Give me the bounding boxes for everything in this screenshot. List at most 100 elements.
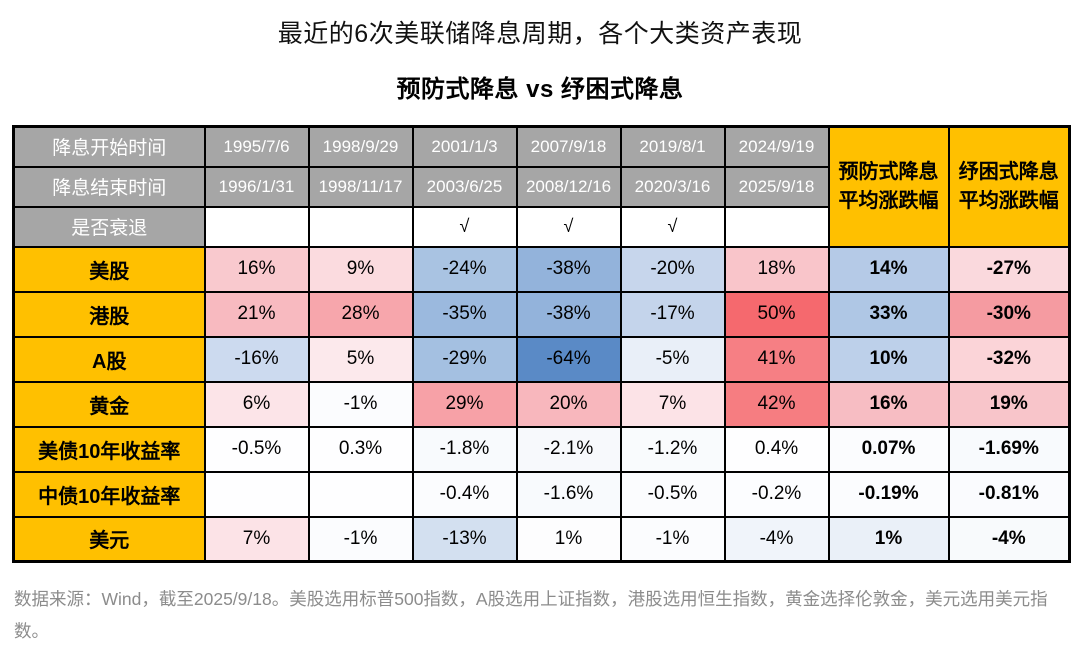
value-cell: 21% (203, 290, 310, 338)
value-cell: -1% (307, 380, 414, 428)
value-cell: -0.2% (723, 470, 830, 518)
avg-header-line: 纾困式降息 (958, 160, 1059, 183)
value-cell: 18% (723, 245, 830, 293)
end-date-cell: 2003/6/25 (411, 165, 518, 208)
recession-checkmark-cell: √ (619, 205, 726, 248)
header-row-start-dates: 降息开始时间 1995/7/6 1998/9/29 2001/1/3 2007/… (12, 125, 1071, 248)
value-cell: -4% (723, 515, 830, 563)
recession-checkmark-cell: √ (411, 205, 518, 248)
value-cell: -20% (619, 245, 726, 293)
start-date-cell: 2007/9/18 (515, 125, 622, 168)
recession-cell (203, 205, 310, 248)
value-cell: 1% (515, 515, 622, 563)
avg-value-cell: 19% (947, 380, 1071, 428)
value-cell (307, 470, 414, 518)
avg-value-cell: -0.19% (827, 470, 950, 518)
avg-value-cell: -27% (947, 245, 1071, 293)
value-cell: 7% (203, 515, 310, 563)
row-label: 黄金 (12, 380, 206, 428)
value-cell: -17% (619, 290, 726, 338)
table-row-us-10y-yield: 美债10年收益率 -0.5% 0.3% -1.8% -2.1% -1.2% 0.… (12, 425, 1071, 473)
value-cell: -5% (619, 335, 726, 383)
end-date-row-label: 降息结束时间 (12, 165, 206, 208)
value-cell: -0.5% (203, 425, 310, 473)
value-cell: 16% (203, 245, 310, 293)
recession-row-label: 是否衰退 (12, 205, 206, 248)
page-title: 最近的6次美联储降息周期，各个大类资产表现 (277, 20, 803, 48)
avg-value-cell: 14% (827, 245, 950, 293)
asset-performance-table: 降息开始时间 1995/7/6 1998/9/29 2001/1/3 2007/… (12, 125, 1071, 563)
end-date-cell: 1996/1/31 (203, 165, 310, 208)
value-cell: 9% (307, 245, 414, 293)
value-cell: -13% (411, 515, 518, 563)
value-cell: 20% (515, 380, 622, 428)
start-date-cell: 2019/8/1 (619, 125, 726, 168)
value-cell: 50% (723, 290, 830, 338)
end-date-cell: 2025/9/18 (723, 165, 830, 208)
start-date-cell: 2024/9/19 (723, 125, 830, 168)
avg-value-cell: 0.07% (827, 425, 950, 473)
avg-value-cell: -30% (947, 290, 1071, 338)
avg-header-line: 预防式降息 (838, 160, 939, 183)
end-date-cell: 2008/12/16 (515, 165, 622, 208)
recession-cell (307, 205, 414, 248)
value-cell: 42% (723, 380, 830, 428)
recession-cell (723, 205, 830, 248)
avg-header-line: 平均涨跌幅 (958, 189, 1059, 212)
start-date-row-label: 降息开始时间 (12, 125, 206, 168)
avg-value-cell: -32% (947, 335, 1071, 383)
value-cell: 41% (723, 335, 830, 383)
table-row-cn-10y-yield: 中债10年收益率 -0.4% -1.6% -0.5% -0.2% -0.19% … (12, 470, 1071, 518)
value-cell: -1.8% (411, 425, 518, 473)
value-cell: -24% (411, 245, 518, 293)
table-row-hk-stocks: 港股 21% 28% -35% -38% -17% 50% 33% -30% (12, 290, 1071, 338)
row-label: A股 (12, 335, 206, 383)
avg-column-header-rescue: 纾困式降息 平均涨跌幅 (947, 125, 1071, 248)
start-date-cell: 1998/9/29 (307, 125, 414, 168)
avg-value-cell: -1.69% (947, 425, 1071, 473)
avg-value-cell: 16% (827, 380, 950, 428)
value-cell: -1.2% (619, 425, 726, 473)
recession-checkmark-cell: √ (515, 205, 622, 248)
row-label: 港股 (12, 290, 206, 338)
row-label: 美元 (12, 515, 206, 563)
value-cell: -29% (411, 335, 518, 383)
avg-header-line: 平均涨跌幅 (838, 189, 939, 212)
avg-value-cell: 33% (827, 290, 950, 338)
row-label: 中债10年收益率 (12, 470, 206, 518)
value-cell: 29% (411, 380, 518, 428)
value-cell: -1% (307, 515, 414, 563)
table-row-a-shares: A股 -16% 5% -29% -64% -5% 41% 10% -32% (12, 335, 1071, 383)
value-cell: -1.6% (515, 470, 622, 518)
header-row-end-dates: 降息结束时间 1996/1/31 1998/11/17 2003/6/25 20… (12, 165, 1070, 208)
table-row-us-dollar: 美元 7% -1% -13% 1% -1% -4% 1% -4% (12, 515, 1071, 563)
header-row-recession: 是否衰退 √ √ √ (12, 205, 1070, 248)
avg-value-cell: 1% (827, 515, 950, 563)
value-cell: 6% (203, 380, 310, 428)
table-row-us-stocks: 美股 16% 9% -24% -38% -20% 18% 14% -27% (12, 245, 1071, 293)
value-cell (203, 470, 310, 518)
value-cell: 28% (307, 290, 414, 338)
value-cell: 7% (619, 380, 726, 428)
value-cell: -1% (619, 515, 726, 563)
value-cell: -0.4% (411, 470, 518, 518)
value-cell: -64% (515, 335, 622, 383)
avg-column-header-preventive: 预防式降息 平均涨跌幅 (827, 125, 950, 248)
value-cell: -38% (515, 245, 622, 293)
start-date-cell: 1995/7/6 (203, 125, 310, 168)
value-cell: 0.3% (307, 425, 414, 473)
row-label: 美债10年收益率 (12, 425, 206, 473)
start-date-cell: 2001/1/3 (411, 125, 518, 168)
value-cell: -2.1% (515, 425, 622, 473)
table-row-gold: 黄金 6% -1% 29% 20% 7% 42% 16% 19% (12, 380, 1071, 428)
value-cell: 0.4% (723, 425, 830, 473)
avg-value-cell: -4% (947, 515, 1071, 563)
row-label: 美股 (12, 245, 206, 293)
end-date-cell: 2020/3/16 (619, 165, 726, 208)
end-date-cell: 1998/11/17 (307, 165, 414, 208)
value-cell: -16% (203, 335, 310, 383)
avg-value-cell: 10% (827, 335, 950, 383)
avg-value-cell: -0.81% (947, 470, 1071, 518)
value-cell: 5% (307, 335, 414, 383)
